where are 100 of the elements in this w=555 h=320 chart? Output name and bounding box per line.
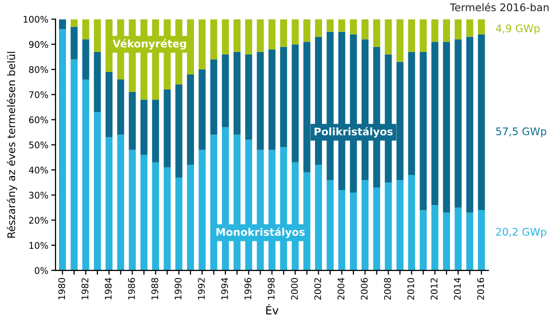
y-tick-label: 70% xyxy=(29,91,48,98)
x-tick-label: 2012 xyxy=(430,278,438,300)
bar xyxy=(350,192,357,270)
bar xyxy=(70,19,78,27)
x-tick-label: 1992 xyxy=(198,278,205,300)
bar xyxy=(338,19,346,32)
bar xyxy=(210,19,218,60)
bar xyxy=(443,42,450,213)
bar xyxy=(128,92,136,150)
bar xyxy=(94,19,101,52)
bar xyxy=(210,59,218,135)
bar xyxy=(431,42,438,206)
bar xyxy=(315,164,322,270)
bar xyxy=(222,54,229,128)
bar xyxy=(292,19,299,44)
bar xyxy=(187,164,194,270)
bar xyxy=(164,90,171,168)
y-tick-label: 10% xyxy=(29,242,48,249)
bar xyxy=(198,19,206,70)
x-tick-label: 2006 xyxy=(360,278,368,300)
bar xyxy=(478,34,485,210)
bar xyxy=(373,188,380,270)
bar xyxy=(443,212,450,270)
bar xyxy=(466,19,474,37)
x-tick-label: 1980 xyxy=(58,278,66,300)
bar xyxy=(256,52,264,150)
bar xyxy=(117,134,124,270)
bar xyxy=(420,52,427,210)
bar xyxy=(384,19,392,54)
bar xyxy=(140,154,148,270)
bar xyxy=(420,210,427,270)
bar xyxy=(175,177,182,270)
y-axis-title: Részarány az éves termelésen belül xyxy=(6,52,18,238)
bar xyxy=(175,84,182,178)
text: Termelés 2016-ban xyxy=(450,2,549,12)
bar xyxy=(82,79,90,270)
x-tick-label: 2000 xyxy=(291,278,298,300)
bar xyxy=(234,52,241,135)
bar xyxy=(198,150,206,270)
bar xyxy=(70,26,78,60)
bar xyxy=(106,72,113,138)
bar xyxy=(94,112,101,270)
x-tick-label: 2016 xyxy=(477,278,484,300)
bar xyxy=(396,19,404,62)
bar xyxy=(140,100,148,155)
x-tick-label: 1994 xyxy=(221,278,228,300)
bar xyxy=(478,19,485,34)
bar xyxy=(466,36,474,213)
bar xyxy=(326,180,334,270)
bar xyxy=(315,19,322,37)
bar xyxy=(466,212,474,270)
x-tick-label: 1990 xyxy=(174,278,182,300)
y-tick-label: 0% xyxy=(34,267,48,274)
bar xyxy=(128,150,136,270)
bar xyxy=(58,19,66,30)
bar xyxy=(420,19,427,52)
bar xyxy=(58,29,66,270)
bar xyxy=(280,46,288,148)
y-tick-label: 90% xyxy=(29,41,48,48)
x-tick-label: 1982 xyxy=(82,278,88,300)
bar xyxy=(222,19,229,54)
bar xyxy=(362,180,369,270)
x-axis-title: Év xyxy=(266,304,278,314)
bar xyxy=(280,19,288,47)
bar xyxy=(82,19,90,40)
text: 20,2 GWp xyxy=(496,228,546,238)
y-tick-label: 40% xyxy=(28,166,48,174)
bar xyxy=(454,19,462,40)
bar xyxy=(350,19,357,34)
bar xyxy=(326,19,334,32)
x-tick-label: 1988 xyxy=(151,278,158,300)
text: 4,9 GWp xyxy=(496,24,540,34)
bar xyxy=(338,190,346,270)
bar xyxy=(396,180,404,270)
y-tick-label: 100% xyxy=(24,16,48,23)
bar xyxy=(431,19,438,42)
bar xyxy=(187,74,194,165)
bar xyxy=(234,19,241,52)
bar xyxy=(443,19,450,42)
bar xyxy=(454,39,462,208)
bar xyxy=(268,49,276,150)
bar xyxy=(268,19,276,50)
bar xyxy=(362,19,369,40)
y-tick-label: 50% xyxy=(29,142,48,148)
bar xyxy=(117,79,124,135)
bar xyxy=(431,205,438,270)
x-tick-label: 1998 xyxy=(268,278,275,300)
bar xyxy=(373,19,380,47)
series-label: Polikristályos xyxy=(314,126,393,138)
y-tick-label: 80% xyxy=(29,66,48,73)
bar xyxy=(94,52,101,112)
series-label: Monokristályos xyxy=(216,227,305,238)
bar xyxy=(152,100,160,162)
y-tick-label: 20% xyxy=(29,216,48,224)
x-tick-label: 2008 xyxy=(384,278,391,300)
y-tick-label: 60% xyxy=(29,116,48,124)
bar xyxy=(82,39,90,80)
x-tick-label: 2014 xyxy=(454,278,461,300)
bar xyxy=(106,137,113,270)
bar xyxy=(70,59,78,270)
